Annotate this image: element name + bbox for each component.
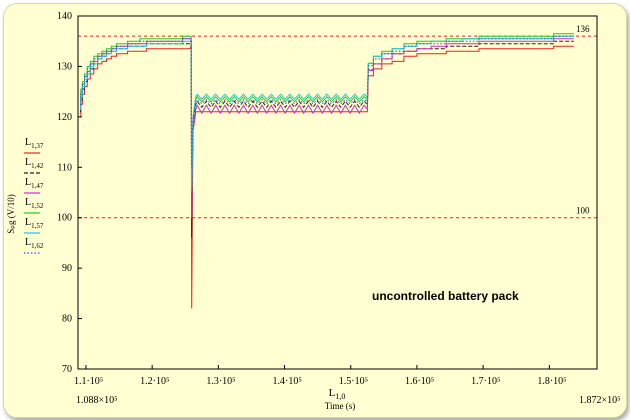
reference-label-0: 136	[576, 24, 590, 34]
x-range-min: 1.088×10⁵	[76, 395, 118, 406]
y-axis-title: Sₚg (V/10)	[6, 194, 16, 234]
x-variable-label: L1,0	[329, 387, 346, 401]
series-line-0	[80, 45, 574, 309]
x-tick-label-6: 1.7·10⁵	[471, 376, 500, 387]
y-tick-label-3: 110	[57, 162, 72, 173]
chart-panel	[3, 3, 627, 418]
y-tick-label-0: 140	[57, 11, 72, 22]
legend-label-3: L1,52	[25, 197, 44, 210]
x-tick-label-5: 1.6·10⁵	[405, 376, 434, 387]
y-tick-label-1: 130	[57, 61, 72, 72]
reference-lines: 136 100	[78, 24, 597, 219]
legend-label-0: L1,37	[25, 137, 44, 150]
x-tick-label-2: 1.3·10⁵	[206, 376, 235, 387]
y-tick-label-6: 80	[62, 314, 72, 325]
x-range-max: 1.872×10⁵	[579, 395, 621, 406]
legend-label-2: L1,47	[25, 177, 44, 190]
legend: L1,37 L1,42 L1,47 L1,52 L1,57 L1,62	[24, 137, 44, 254]
series-line-2	[80, 38, 574, 218]
reference-label-1: 100	[576, 206, 590, 216]
plot-frame	[77, 15, 598, 370]
x-axis-title: Time (s)	[325, 401, 355, 411]
chart-annotation: uncontrolled battery pack	[372, 289, 519, 303]
x-variable-main: L	[329, 387, 336, 399]
series-line-1	[80, 40, 574, 238]
x-tick-label-0: 1.1·10⁵	[74, 376, 103, 387]
legend-label-5: L1,62	[25, 237, 44, 250]
series-line-3	[80, 33, 574, 193]
x-tick-label-3: 1.4·10⁵	[273, 376, 302, 387]
x-tick-label-4: 1.5·10⁵	[339, 376, 368, 387]
legend-label-4: L1,57	[25, 217, 44, 230]
series-line-5	[80, 35, 574, 168]
y-tick-label-2: 120	[57, 112, 72, 123]
y-tick-label-7: 70	[62, 364, 72, 375]
x-tick-label-1: 1.2·10⁵	[140, 376, 169, 387]
axis-ticks: 1.1·10⁵ 1.2·10⁵ 1.3·10⁵ 1.4·10⁵ 1.5·10⁵ 1.6·1…	[57, 11, 567, 387]
y-tick-label-5: 90	[62, 263, 72, 274]
y-tick-label-4: 100	[57, 213, 72, 224]
x-variable-sub: 1,0	[335, 392, 345, 401]
series-line-4	[80, 35, 574, 188]
series-lines	[80, 33, 574, 309]
x-tick-label-7: 1.8·10⁵	[537, 376, 566, 387]
legend-label-1: L1,42	[25, 157, 44, 170]
